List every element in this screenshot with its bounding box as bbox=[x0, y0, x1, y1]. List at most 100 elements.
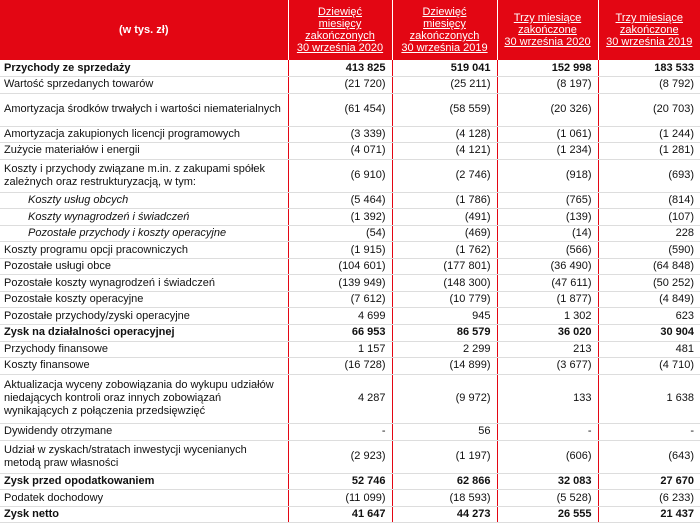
cell-value: (3 677) bbox=[496, 357, 598, 375]
table-row: Pozostałe przychody i koszty operacyjne(… bbox=[0, 225, 700, 243]
header-line: Trzy miesiące bbox=[513, 12, 582, 24]
cell-value: (918) bbox=[496, 159, 598, 193]
row-label: Amortyzacja zakupionych licencji program… bbox=[0, 126, 288, 144]
cell-value: (643) bbox=[597, 440, 700, 474]
cell-value: (139) bbox=[496, 208, 598, 226]
cell-value: (21 720) bbox=[287, 76, 392, 94]
table-row: Zysk na działalności operacyjnej 66 953 86… bbox=[0, 324, 700, 342]
row-label: Zysk przed opodatkowaniem bbox=[0, 473, 288, 491]
row-label: Aktualizacja wyceny zobowiązania do wyku… bbox=[0, 374, 288, 425]
cell-value: 1 302 bbox=[496, 307, 598, 325]
cell-value: 152 998 bbox=[496, 60, 598, 78]
cell-value: 133 bbox=[496, 374, 598, 425]
cell-value: (1 392) bbox=[287, 208, 392, 226]
cell-value: (2 923) bbox=[287, 440, 392, 474]
cell-value: (1 244) bbox=[597, 126, 700, 144]
cell-value: (2 746) bbox=[391, 159, 497, 193]
row-label: Dywidendy otrzymane bbox=[0, 423, 288, 441]
cell-value: (1 281) bbox=[597, 142, 700, 160]
cell-value: (1 061) bbox=[496, 126, 598, 144]
cell-value: 52 746 bbox=[287, 473, 392, 491]
cell-value: (9 972) bbox=[391, 374, 497, 425]
cell-value: 623 bbox=[597, 307, 700, 325]
cell-value: (148 300) bbox=[391, 274, 497, 292]
table-row: Zużycie materiałów i energii (4 071) (4 12… bbox=[0, 142, 700, 160]
cell-value: (4 121) bbox=[391, 142, 497, 160]
row-label: Koszty usług obcych bbox=[0, 192, 288, 210]
table-row: Pozostałe przychody/zyski operacyjne 4 69… bbox=[0, 307, 700, 325]
table-row: Przychody finansowe 1 157 2 299 213 481 bbox=[0, 341, 700, 359]
cell-value: (54) bbox=[287, 225, 392, 243]
table-row: Koszty i przychody związane m.in. z zaku… bbox=[0, 159, 700, 193]
cell-value: 519 041 bbox=[391, 60, 497, 78]
cell-value: (139 949) bbox=[287, 274, 392, 292]
cell-value: 2 299 bbox=[391, 341, 497, 359]
cell-value: 228 bbox=[597, 225, 700, 243]
cell-value: (1 234) bbox=[496, 142, 598, 160]
table-row: Pozostałe koszty wynagrodzeń i świadczeń… bbox=[0, 274, 700, 292]
cell-value: (765) bbox=[496, 192, 598, 210]
row-label: Koszty finansowe bbox=[0, 357, 288, 375]
table-row: Udział w zyskach/stratach inwestycji wyc… bbox=[0, 440, 700, 474]
table-row: Koszty usług obcych (5 464) (1 786) (765) (8… bbox=[0, 192, 700, 210]
cell-value: (10 779) bbox=[391, 291, 497, 309]
cell-value: (1 762) bbox=[391, 241, 497, 259]
header-line: zakończone bbox=[518, 24, 577, 36]
cell-value: (5 528) bbox=[496, 489, 598, 507]
cell-value: (491) bbox=[391, 208, 497, 226]
cell-value: (11 099) bbox=[287, 489, 392, 507]
row-label: Podatek dochodowy bbox=[0, 489, 288, 507]
row-label: Koszty wynagrodzeń i świadczeń bbox=[0, 208, 288, 226]
cell-value: (50 252) bbox=[597, 274, 700, 292]
header-line: zakończone bbox=[619, 24, 679, 36]
header-line: Dziewięć bbox=[422, 6, 467, 18]
cell-value: 945 bbox=[391, 307, 497, 325]
cell-value: (3 339) bbox=[287, 126, 392, 144]
header-line: Dziewięć bbox=[317, 6, 362, 18]
row-label: Amortyzacja środków trwałych i wartości … bbox=[0, 93, 288, 127]
cell-value: (7 612) bbox=[287, 291, 392, 309]
cell-value: (36 490) bbox=[496, 258, 598, 276]
cell-value: (4 849) bbox=[597, 291, 700, 309]
table-row: Wartość sprzedanych towarów (21 720) (25 2… bbox=[0, 76, 700, 94]
cell-value: (4 710) bbox=[597, 357, 700, 375]
cell-value: - bbox=[597, 423, 700, 441]
column-header: Trzy miesiące zakończone 30 września 2020 bbox=[496, 0, 598, 60]
cell-value: - bbox=[287, 423, 392, 441]
cell-value: 36 020 bbox=[496, 324, 598, 342]
cell-value: 213 bbox=[496, 341, 598, 359]
cell-value: (566) bbox=[496, 241, 598, 259]
header-line: miesięcy bbox=[423, 18, 466, 30]
row-label: Koszty i przychody związane m.in. z zaku… bbox=[0, 159, 288, 193]
cell-value: 481 bbox=[597, 341, 700, 359]
unit-label: (w tys. zł) bbox=[0, 0, 288, 60]
cell-value: (25 211) bbox=[391, 76, 497, 94]
cell-value: (20 703) bbox=[597, 93, 700, 127]
table-row: Amortyzacja zakupionych licencji program… bbox=[0, 126, 700, 144]
column-header: Dziewięć miesięcy zakończonych 30 września … bbox=[287, 0, 392, 60]
header-row: (w tys. zł) Dziewięć miesięcy zakończonych… bbox=[0, 0, 700, 60]
table-row: Koszty programu opcji pracowniczych (1 91… bbox=[0, 241, 700, 259]
table-row: Koszty wynagrodzeń i świadczeń (1 392) (49… bbox=[0, 208, 700, 226]
cell-value: (104 601) bbox=[287, 258, 392, 276]
row-label: Zysk netto bbox=[0, 506, 288, 524]
cell-value: 21 437 bbox=[597, 506, 700, 524]
cell-value: (1 197) bbox=[391, 440, 497, 474]
cell-value: (8 792) bbox=[597, 76, 700, 94]
cell-value: (61 454) bbox=[287, 93, 392, 127]
row-label: Pozostałe przychody i koszty operacyjne bbox=[0, 225, 288, 243]
table-row: Koszty finansowe (16 728) (14 899) (3 677)(… bbox=[0, 357, 700, 375]
row-label: Pozostałe koszty operacyjne bbox=[0, 291, 288, 309]
table-row: Pozostałe usługi obce (104 601) (177 801)(… bbox=[0, 258, 700, 276]
cell-value: 32 083 bbox=[496, 473, 598, 491]
header-line: 30 września 2020 bbox=[296, 42, 384, 54]
cell-value: 66 953 bbox=[287, 324, 392, 342]
table-row: Zysk netto 41 647 44 273 26 555 21 437 bbox=[0, 506, 700, 524]
cell-value: (14) bbox=[496, 225, 598, 243]
cell-value: (1 877) bbox=[496, 291, 598, 309]
cell-value: (814) bbox=[597, 192, 700, 210]
table-row: Amortyzacja środków trwałych i wartości … bbox=[0, 93, 700, 127]
row-label: Udział w zyskach/stratach inwestycji wyc… bbox=[0, 440, 288, 474]
cell-value: 27 670 bbox=[597, 473, 700, 491]
